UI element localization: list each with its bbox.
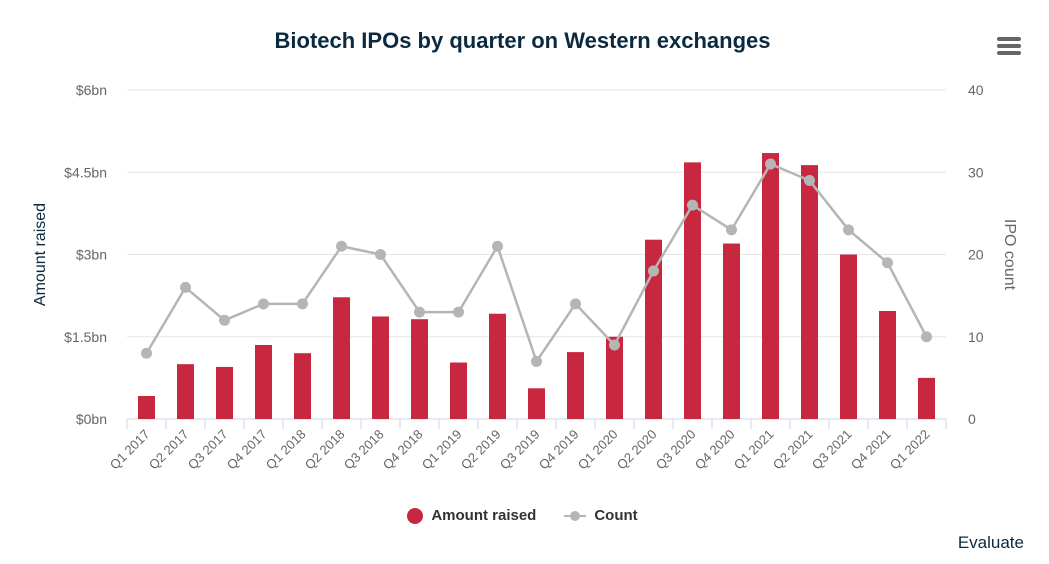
count-point [297,298,308,310]
bar [528,388,545,419]
bar [879,310,896,419]
bar [138,395,155,419]
count-point [921,331,932,343]
y-tick-label: $6bn [76,82,107,98]
x-tick-label: Q1 2020 [575,427,621,473]
y2-tick-label: 40 [968,82,984,98]
count-point [570,298,581,310]
legend: Amount raised Count [0,507,1045,524]
bar [840,254,857,419]
x-tick-label: Q1 2018 [263,427,309,473]
bar [372,316,389,419]
count-point [609,339,620,351]
y-tick-label: $1.5bn [64,329,107,345]
count-point [180,281,191,293]
y2-tick-label: 20 [968,247,984,263]
y2-tick-label: 0 [968,411,976,427]
bar [411,319,428,419]
bar [450,362,467,419]
legend-label-amount-raised: Amount raised [431,507,537,524]
x-tick-label: Q2 2020 [614,427,660,473]
x-tick-label: Q3 2018 [341,427,387,473]
y2-tick-label: 10 [968,329,984,345]
bar [762,153,779,419]
x-tick-label: Q2 2019 [458,427,504,473]
x-tick-label: Q4 2017 [224,427,270,473]
bar [255,344,272,419]
bar [918,377,935,419]
x-tick-label: Q2 2017 [146,427,192,473]
count-point [843,224,854,236]
count-point [531,355,542,367]
bar [723,243,740,419]
legend-label-count: Count [594,507,638,524]
menu-icon[interactable] [997,37,1021,57]
y-tick-label: $0bn [76,411,107,427]
count-point [414,306,425,318]
line-legend-icon [564,508,587,524]
count-point [648,265,659,277]
y-tick-label: $4.5bn [64,164,107,180]
bar [645,239,662,419]
x-tick-label: Q1 2022 [887,427,933,473]
x-tick-label: Q3 2017 [185,427,231,473]
bar [216,366,233,419]
bar [177,364,194,419]
y-axis-title: Amount raised [32,203,49,306]
x-tick-label: Q4 2019 [536,427,582,473]
chart-title: Biotech IPOs by quarter on Western excha… [274,28,771,53]
y-tick-label: $3bn [76,247,107,263]
bar [294,353,311,419]
x-tick-label: Q1 2017 [107,427,153,473]
count-point [687,199,698,211]
count-point [336,240,347,252]
legend-item-amount-raised[interactable]: Amount raised [407,507,536,524]
bar [801,165,818,419]
count-point [492,240,503,252]
count-point [141,347,152,359]
bar [684,162,701,419]
x-tick-label: Q2 2018 [302,427,348,473]
y2-tick-label: 30 [968,164,984,180]
x-tick-label: Q2 2021 [770,427,816,473]
count-point [219,314,230,326]
legend-item-count[interactable]: Count [564,507,638,524]
x-tick-label: Q3 2019 [497,427,543,473]
bar [333,297,350,419]
x-tick-label: Q3 2020 [653,427,699,473]
x-tick-label: Q4 2018 [380,427,426,473]
x-tick-label: Q1 2019 [419,427,465,473]
y2-axis-title: IPO count [1001,219,1018,291]
bar [606,336,623,419]
x-tick-label: Q3 2021 [809,427,855,473]
count-point [258,298,269,310]
credit-label: Evaluate [957,533,1024,552]
count-point [375,249,386,260]
count-point [453,306,464,318]
x-tick-label: Q4 2021 [848,427,894,473]
count-point [765,158,776,170]
x-tick-label: Q4 2020 [692,427,738,473]
chart-plot-area: $0bn $1.5bn $3bn $4.5bn $6bn 0 10 20 30 40 Amount … [32,82,1018,473]
x-tick-label: Q1 2021 [731,427,777,473]
count-point [726,224,737,236]
count-point [882,257,893,269]
count-point [804,174,815,186]
bar [489,313,506,419]
bar-legend-icon [407,507,424,524]
bar [567,352,584,419]
